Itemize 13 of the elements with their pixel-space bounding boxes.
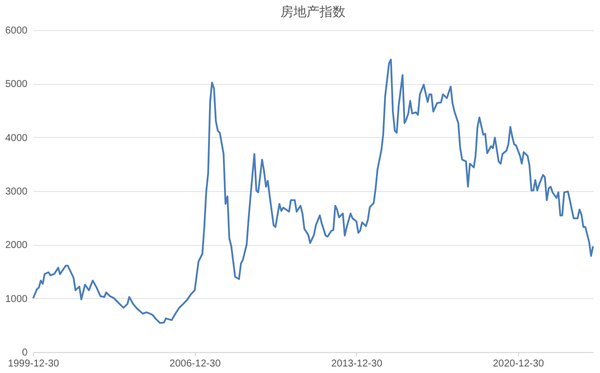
y-tick-label: 4000 bbox=[5, 132, 28, 144]
y-tick-label: 0 bbox=[22, 348, 28, 358]
y-tick-label: 6000 bbox=[5, 26, 28, 36]
x-tick-label: 2013-12-30 bbox=[331, 358, 383, 370]
y-tick-label: 1000 bbox=[5, 294, 28, 305]
line-series bbox=[32, 58, 594, 324]
x-tick-label: 1999-12-30 bbox=[8, 358, 60, 370]
y-tick-label: 5000 bbox=[5, 79, 28, 90]
chart-title: 房地产指数 bbox=[280, 4, 346, 19]
x-tick-label: 2006-12-30 bbox=[170, 358, 222, 370]
y-tick-label: 2000 bbox=[5, 240, 28, 252]
y-tick-label: 3000 bbox=[5, 186, 28, 198]
x-tick-label: 2020-12-30 bbox=[492, 358, 544, 370]
